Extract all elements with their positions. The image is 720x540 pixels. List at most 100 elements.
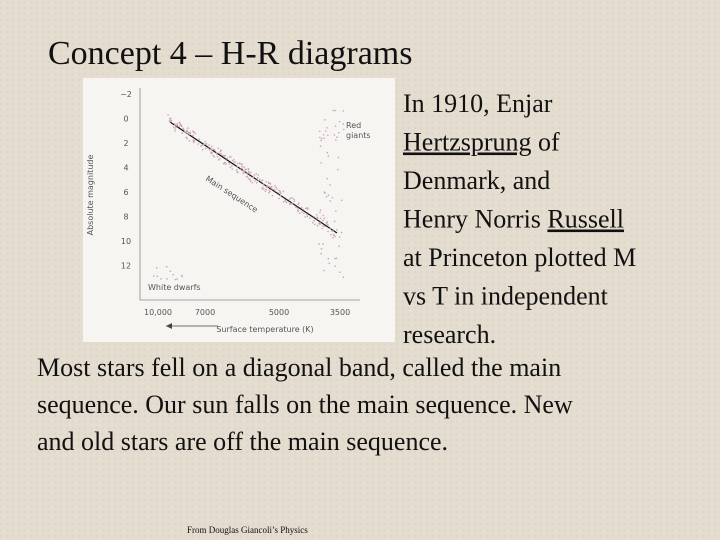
y-tick-label: −2 [120, 90, 132, 99]
side-line: Henry Norris Russell [403, 205, 624, 234]
star-dot [181, 274, 183, 277]
star-dot [320, 162, 322, 164]
star-dot [314, 223, 316, 226]
side-line: Hertzsprung of [403, 128, 560, 157]
star-dot [265, 186, 268, 189]
y-tick-label: 2 [123, 139, 128, 148]
star-dot [333, 220, 336, 223]
star-dot [284, 200, 287, 203]
star-dot [168, 120, 171, 122]
side-line: research. [403, 320, 496, 349]
text-run: research. [403, 320, 496, 349]
star-dot [167, 114, 169, 116]
star-dot [342, 128, 345, 131]
paragraph-line: and old stars are off the main sequence. [37, 427, 448, 456]
star-dot [335, 210, 337, 212]
star-dot [334, 257, 336, 260]
star-dot [231, 159, 234, 162]
y-tick-label: 10 [121, 237, 131, 246]
star-dot [323, 269, 325, 272]
star-dot [236, 170, 238, 173]
star-dot [318, 222, 320, 224]
star-dot [295, 206, 297, 209]
star-dot [220, 149, 222, 151]
star-dot [263, 188, 265, 191]
star-dot [174, 128, 177, 130]
star-dot [213, 155, 215, 158]
x-tick-label: 5000 [269, 308, 289, 317]
star-dot [244, 168, 247, 170]
star-dot [274, 184, 276, 187]
star-dot [197, 143, 199, 145]
star-dot [255, 181, 258, 184]
text-run: Hertzsprung [403, 128, 532, 157]
star-dot [320, 139, 322, 142]
star-dot [334, 125, 337, 128]
star-dot [225, 163, 227, 165]
star-dot [247, 168, 250, 171]
x-tick-label: 3500 [330, 308, 350, 317]
star-dot [291, 197, 294, 200]
star-dot [279, 190, 281, 192]
star-dot [305, 207, 308, 209]
star-dot [242, 172, 245, 175]
star-dot [247, 177, 250, 180]
star-dot [174, 123, 176, 125]
star-dot [311, 221, 314, 224]
star-dot [188, 139, 191, 142]
star-dot [174, 278, 177, 281]
star-dot [329, 184, 331, 186]
star-dot [174, 130, 176, 132]
star-dot [166, 278, 168, 280]
star-dot [187, 127, 189, 129]
star-dot [182, 128, 185, 131]
star-dot [291, 202, 294, 204]
text-run: at Princeton plotted M [403, 243, 636, 272]
star-dot [268, 185, 270, 188]
star-dot [330, 233, 332, 236]
y-tick-label: 0 [123, 115, 128, 124]
star-dot [316, 224, 319, 227]
star-dot [172, 273, 174, 276]
star-dot [189, 132, 191, 135]
star-dot [222, 162, 225, 165]
star-dot [319, 223, 322, 225]
star-dot [233, 158, 235, 161]
star-dot [301, 211, 303, 213]
text-run: Denmark, and [403, 166, 550, 195]
star-dot [248, 171, 250, 173]
star-dot [176, 278, 178, 280]
star-dot [194, 132, 197, 135]
star-dot [332, 109, 335, 112]
star-dot [217, 147, 220, 150]
star-dot [219, 157, 221, 160]
star-dot [220, 152, 222, 155]
text-run: Henry Norris [403, 205, 547, 234]
star-dot [204, 140, 207, 143]
star-dot [213, 149, 216, 151]
star-dot [257, 180, 260, 182]
paragraph: Most stars fell on a diagonal band, call… [37, 353, 573, 456]
star-dot [202, 148, 204, 151]
y-tick-label: 4 [123, 164, 128, 173]
star-dot [153, 275, 155, 277]
star-dot [243, 171, 246, 173]
red-giants-label: Red [346, 121, 361, 130]
star-dot [211, 151, 213, 154]
star-dot [282, 190, 285, 193]
white-dwarfs-label: White dwarfs [148, 283, 201, 292]
star-dot [265, 188, 267, 191]
star-dot [333, 134, 336, 136]
red-giants-label: giants [346, 131, 371, 140]
star-dot [200, 145, 202, 148]
star-dot [297, 203, 300, 206]
star-dot [318, 130, 321, 133]
star-dot [160, 278, 162, 280]
star-dot [253, 174, 256, 176]
star-dot [336, 229, 338, 231]
star-dot [264, 190, 267, 193]
star-dot [326, 151, 329, 154]
star-dot [186, 137, 188, 140]
text-run: of [532, 128, 561, 157]
star-dot [321, 137, 323, 140]
